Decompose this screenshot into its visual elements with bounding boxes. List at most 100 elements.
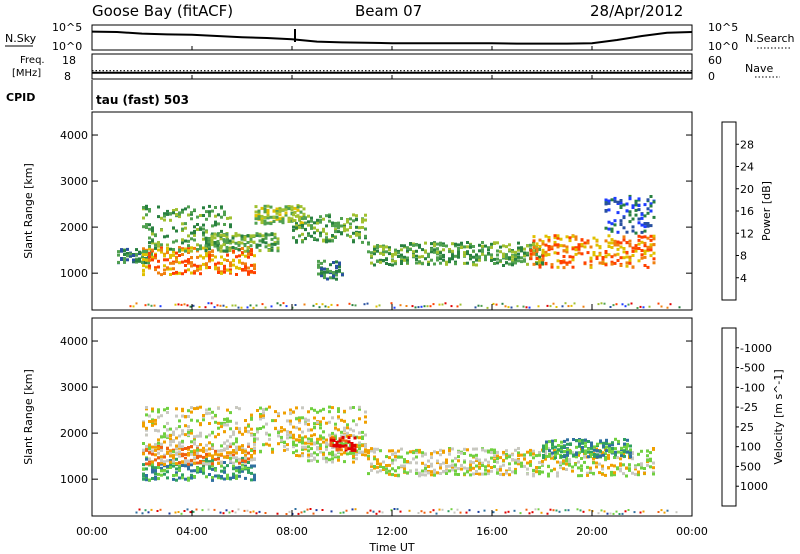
power-cell (652, 215, 656, 219)
velocity-cell (505, 456, 508, 460)
velocity-cell (304, 447, 307, 451)
velocity-cell (616, 456, 619, 459)
velocity-cell (563, 439, 566, 443)
power-cell (269, 222, 273, 226)
velocity-cell (355, 457, 358, 461)
power-cell (269, 205, 273, 209)
power-cell (334, 236, 337, 239)
velocity-cell (451, 463, 454, 467)
power-cell (433, 248, 436, 252)
power-cell (178, 246, 181, 249)
power-cell (213, 242, 217, 246)
velocity-cell (592, 461, 595, 465)
velocity-cell (178, 454, 181, 458)
power-cell (284, 205, 288, 209)
velocity-cell (451, 447, 454, 451)
velocity-cell (535, 470, 538, 474)
velocity-cell (328, 451, 331, 455)
power-cell (226, 253, 229, 257)
power-cell (202, 206, 205, 210)
velocity-cell (214, 452, 217, 456)
power-cell (625, 241, 629, 245)
power-cell (523, 259, 526, 263)
power-cell (358, 231, 361, 235)
velocity-cell (532, 469, 535, 473)
velocity-cell (526, 450, 529, 454)
power-cell (319, 215, 322, 219)
velocity-cell (262, 425, 265, 429)
velocity-ground-cell (483, 509, 486, 512)
velocity-cell (604, 452, 607, 456)
power-ground-cell (555, 306, 558, 308)
power-cell (385, 262, 388, 265)
velocity-cell (256, 427, 259, 431)
velocity-ground-cell (300, 511, 303, 514)
velocity-cell (232, 450, 235, 454)
velocity-cell (166, 406, 169, 410)
power-cell (278, 217, 282, 221)
power-cell (634, 247, 638, 251)
velocity-cell (220, 421, 223, 425)
velocity-cell (190, 410, 193, 414)
power-cell (610, 227, 614, 231)
velocity-cell (614, 450, 617, 454)
power-cell (544, 261, 548, 265)
power-cell (266, 211, 270, 215)
power-ground-cell (597, 303, 600, 306)
velocity-ground-cell (147, 511, 150, 514)
power-cell (226, 259, 229, 262)
power-ground-cell (261, 303, 264, 306)
power-ground-cell (279, 304, 282, 307)
velocity-cell (238, 427, 241, 431)
velocity-cell (151, 449, 154, 453)
power-cell (589, 245, 593, 249)
velocity-cell (280, 429, 283, 433)
velocity-cell (469, 473, 472, 477)
velocity-cell (262, 408, 265, 412)
power-cell (234, 247, 238, 250)
velocity-cell (611, 441, 614, 445)
velocity-cell (338, 437, 342, 441)
power-ground-cell (528, 306, 531, 309)
power-cell (187, 213, 190, 217)
power-cell (616, 200, 620, 204)
power-cell (187, 268, 190, 272)
power-cell (163, 212, 166, 216)
power-cell (208, 255, 211, 259)
power-cell (406, 256, 409, 260)
velocity-cell (280, 435, 283, 439)
velocity-cell (205, 475, 208, 479)
velocity-cell (238, 465, 241, 469)
velocity-cell (605, 438, 608, 442)
velocity-cell (430, 470, 433, 474)
velocity-cell (193, 475, 196, 478)
velocity-cell (187, 453, 190, 457)
power-cell (370, 251, 373, 255)
power-cell (529, 252, 533, 256)
velocity-cell (553, 449, 556, 452)
power-cell (132, 254, 135, 257)
power-ground-cell (621, 303, 624, 306)
power-ground-cell (189, 305, 192, 308)
velocity-cell (184, 415, 187, 419)
power-ground-cell (180, 303, 183, 306)
velocity-cell (445, 469, 448, 473)
power-cell (193, 246, 196, 250)
velocity-cell (253, 442, 256, 446)
velocity-cell (223, 470, 226, 474)
power-cell (370, 254, 373, 258)
velocity-cell (563, 455, 566, 459)
velocity-cell (190, 440, 193, 444)
power-cell (619, 241, 623, 245)
velocity-cell (232, 472, 235, 476)
power-cell (213, 244, 217, 248)
velocity-cell (307, 453, 310, 457)
velocity-cell (241, 456, 244, 460)
power-cell (319, 231, 322, 235)
velocity-cell (376, 470, 379, 474)
freq-left-bottom: 8 (64, 70, 71, 83)
velocity-cell (577, 474, 580, 478)
power-cell (247, 266, 250, 270)
velocity-cell (157, 438, 160, 442)
power-ground-cell (207, 302, 210, 305)
